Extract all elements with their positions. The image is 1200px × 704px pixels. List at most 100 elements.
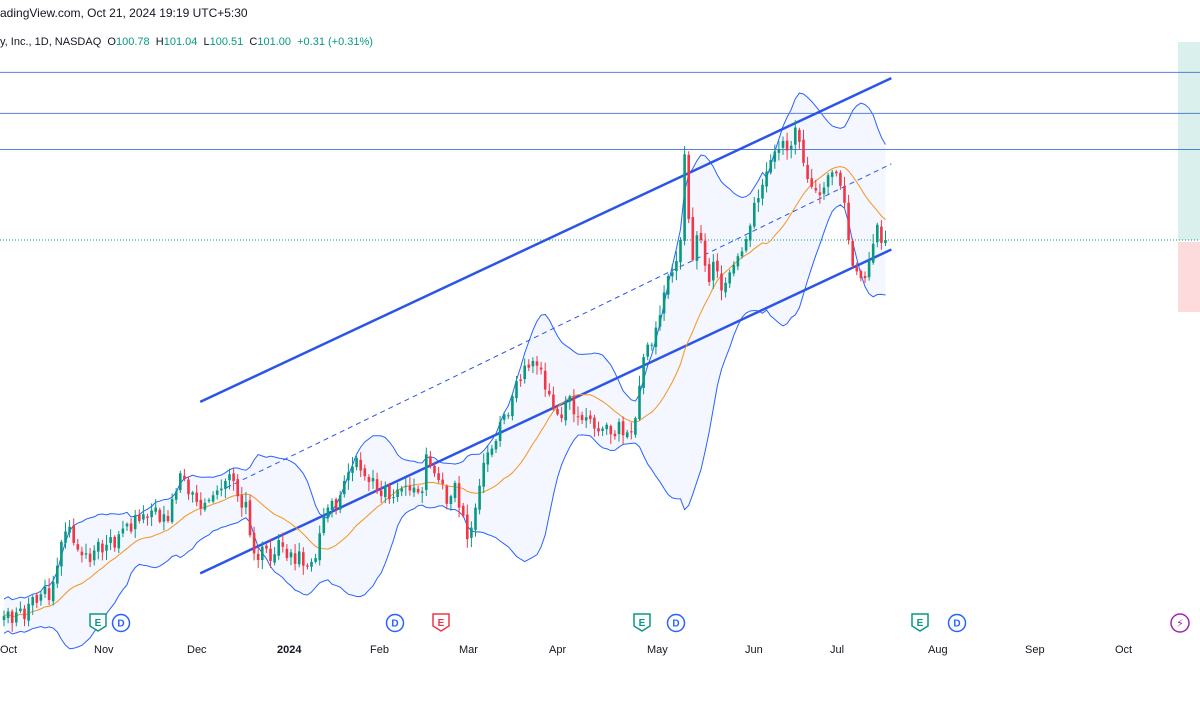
candle[interactable] xyxy=(60,539,63,576)
candle[interactable] xyxy=(757,189,760,212)
candle[interactable] xyxy=(43,579,47,598)
earnings-marker[interactable]: E xyxy=(432,613,450,632)
candle[interactable] xyxy=(224,478,227,499)
candle[interactable] xyxy=(420,487,424,503)
candle[interactable] xyxy=(88,547,92,568)
candle[interactable] xyxy=(843,176,846,210)
candle[interactable] xyxy=(6,607,10,624)
dividend-marker[interactable]: D xyxy=(385,613,405,633)
candle[interactable] xyxy=(179,470,182,493)
candle[interactable] xyxy=(220,479,223,497)
candle[interactable] xyxy=(617,418,621,442)
candle[interactable] xyxy=(347,463,350,490)
candle[interactable] xyxy=(425,447,428,496)
candle[interactable] xyxy=(822,182,826,200)
candle[interactable] xyxy=(531,357,535,373)
candle[interactable] xyxy=(835,170,838,177)
earnings-marker[interactable]: E xyxy=(89,613,107,632)
candle[interactable] xyxy=(568,394,572,410)
candle[interactable] xyxy=(802,129,805,167)
candle[interactable] xyxy=(429,451,432,469)
candle[interactable] xyxy=(527,359,531,372)
candle[interactable] xyxy=(761,179,764,206)
candle[interactable] xyxy=(671,264,674,283)
candle[interactable] xyxy=(174,488,178,504)
candle[interactable] xyxy=(84,543,88,559)
candle[interactable] xyxy=(580,411,584,425)
candle[interactable] xyxy=(548,383,551,397)
candle[interactable] xyxy=(572,389,576,423)
candle[interactable] xyxy=(166,510,170,523)
candle[interactable] xyxy=(388,482,391,504)
candle[interactable] xyxy=(867,252,871,281)
candle[interactable] xyxy=(162,505,166,531)
candle[interactable] xyxy=(211,491,215,504)
candle[interactable] xyxy=(101,539,104,561)
candle[interactable] xyxy=(261,541,264,569)
candle[interactable] xyxy=(199,492,203,516)
candle[interactable] xyxy=(277,534,280,560)
candle[interactable] xyxy=(334,497,338,515)
candle[interactable] xyxy=(80,546,84,563)
candle[interactable] xyxy=(646,342,649,361)
candle[interactable] xyxy=(23,605,26,627)
candle[interactable] xyxy=(502,412,506,425)
candle[interactable] xyxy=(851,238,854,269)
candle[interactable] xyxy=(621,416,625,444)
candle[interactable] xyxy=(675,251,678,281)
candle[interactable] xyxy=(765,162,768,193)
candle[interactable] xyxy=(859,269,863,282)
candle[interactable] xyxy=(728,269,731,288)
candle[interactable] xyxy=(142,505,145,524)
candle[interactable] xyxy=(310,558,313,572)
candle[interactable] xyxy=(158,507,162,524)
candle[interactable] xyxy=(392,489,395,504)
candle[interactable] xyxy=(597,421,600,436)
candle[interactable] xyxy=(351,457,354,482)
candle[interactable] xyxy=(839,170,842,190)
candle[interactable] xyxy=(416,485,420,495)
candle[interactable] xyxy=(92,545,96,566)
candle[interactable] xyxy=(150,503,153,527)
candle[interactable] xyxy=(47,578,51,606)
candle[interactable] xyxy=(625,429,629,439)
candle[interactable] xyxy=(601,426,604,437)
candle[interactable] xyxy=(576,406,580,426)
candle[interactable] xyxy=(441,472,444,490)
candle[interactable] xyxy=(732,261,736,277)
candle[interactable] xyxy=(699,224,703,244)
candle[interactable] xyxy=(228,468,231,490)
candle[interactable] xyxy=(658,305,662,331)
dividend-marker[interactable]: D xyxy=(666,613,686,633)
candle[interactable] xyxy=(584,407,588,428)
candle[interactable] xyxy=(154,499,157,515)
candle[interactable] xyxy=(203,498,207,512)
candle[interactable] xyxy=(789,140,793,159)
candle[interactable] xyxy=(482,453,485,494)
candle[interactable] xyxy=(56,557,59,588)
candle[interactable] xyxy=(486,445,490,473)
candle[interactable] xyxy=(191,490,194,503)
candle[interactable] xyxy=(461,502,465,518)
candle[interactable] xyxy=(445,484,449,510)
candle[interactable] xyxy=(724,277,727,298)
candle[interactable] xyxy=(552,386,555,411)
candle[interactable] xyxy=(289,548,293,566)
candle[interactable] xyxy=(543,362,547,397)
candle[interactable] xyxy=(781,136,785,155)
candle[interactable] xyxy=(51,575,55,606)
candle[interactable] xyxy=(31,595,34,615)
candle[interactable] xyxy=(519,374,522,387)
candle[interactable] xyxy=(847,194,850,245)
candle[interactable] xyxy=(133,509,137,538)
candle[interactable] xyxy=(539,361,543,375)
candle[interactable] xyxy=(183,468,186,482)
candle[interactable] xyxy=(650,342,654,351)
candle[interactable] xyxy=(207,497,211,504)
candle[interactable] xyxy=(605,422,608,436)
candle[interactable] xyxy=(449,494,453,511)
candle[interactable] xyxy=(375,472,379,494)
candle[interactable] xyxy=(863,271,867,283)
candle[interactable] xyxy=(744,236,748,253)
